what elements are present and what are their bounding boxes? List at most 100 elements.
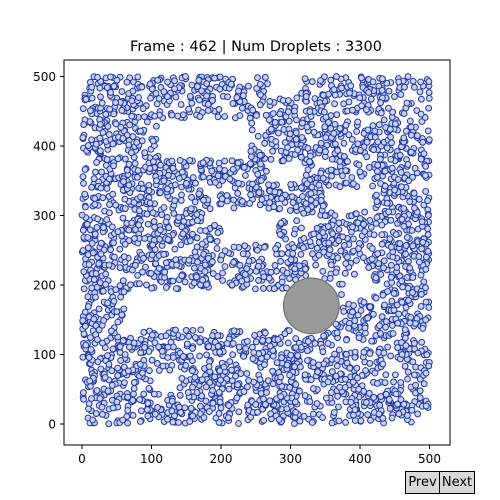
droplet — [84, 142, 92, 150]
droplet — [178, 191, 185, 199]
droplet — [301, 392, 309, 400]
droplet — [104, 387, 112, 395]
droplet — [123, 78, 131, 86]
droplet — [135, 94, 142, 101]
droplet — [193, 243, 201, 251]
x-tick-label: 500 — [418, 452, 441, 466]
droplet — [153, 359, 161, 367]
droplet — [206, 205, 214, 213]
droplet — [422, 298, 430, 306]
droplet — [347, 398, 355, 406]
droplet — [119, 337, 127, 345]
droplet — [152, 89, 160, 97]
droplet — [278, 278, 286, 286]
droplet — [256, 101, 264, 109]
droplet — [387, 273, 395, 281]
droplet — [380, 264, 387, 272]
droplet — [271, 118, 279, 126]
droplet — [319, 229, 327, 237]
droplet — [385, 87, 393, 95]
droplet — [355, 385, 363, 393]
droplet — [161, 268, 169, 276]
droplet — [406, 198, 414, 206]
droplet — [193, 217, 201, 225]
droplet — [259, 336, 267, 344]
droplet — [319, 348, 327, 356]
droplet — [349, 106, 356, 114]
droplet — [256, 151, 264, 159]
droplet — [239, 92, 247, 100]
droplet — [191, 198, 199, 206]
droplet — [249, 106, 257, 114]
droplet — [190, 264, 198, 272]
droplet — [424, 197, 432, 205]
droplet — [87, 346, 95, 353]
droplet — [374, 161, 382, 169]
droplet — [407, 123, 415, 131]
droplet — [86, 377, 94, 385]
droplet — [304, 144, 312, 152]
droplet — [168, 407, 176, 415]
droplet — [146, 80, 154, 88]
droplet — [368, 337, 376, 345]
droplet — [110, 239, 117, 247]
droplet — [95, 305, 103, 313]
droplet — [160, 177, 168, 185]
droplet — [332, 73, 340, 81]
droplet — [188, 367, 196, 375]
droplet — [424, 212, 432, 219]
droplet — [232, 372, 239, 380]
droplet — [391, 93, 398, 101]
droplet — [209, 399, 217, 407]
droplet — [110, 110, 118, 118]
droplet — [103, 216, 111, 223]
droplet — [378, 221, 386, 229]
droplet — [405, 296, 412, 304]
droplet — [136, 418, 144, 425]
droplet — [90, 175, 98, 183]
droplet — [134, 73, 142, 81]
droplet — [174, 112, 182, 120]
droplet — [119, 416, 127, 424]
droplet — [355, 334, 363, 342]
droplet — [413, 107, 421, 115]
droplet — [154, 403, 161, 411]
droplet — [104, 299, 112, 307]
droplet — [175, 213, 183, 221]
droplet — [221, 247, 229, 255]
droplet — [112, 99, 120, 107]
droplet — [217, 404, 225, 412]
droplet — [250, 349, 258, 356]
droplet — [330, 86, 338, 94]
droplet — [419, 138, 427, 146]
droplet — [121, 205, 129, 213]
droplet — [342, 167, 350, 175]
droplet — [359, 254, 367, 262]
droplet — [417, 302, 425, 310]
droplet — [335, 219, 343, 227]
droplet — [291, 107, 298, 115]
droplet — [270, 285, 278, 293]
droplet — [283, 361, 291, 369]
droplet — [118, 106, 126, 114]
droplet — [346, 364, 354, 372]
droplet — [363, 153, 371, 161]
droplet — [97, 365, 105, 373]
droplet — [109, 190, 117, 198]
prev-button[interactable]: Prev — [405, 471, 440, 494]
droplet — [109, 404, 117, 412]
droplet — [284, 144, 292, 151]
droplet — [91, 195, 99, 203]
droplet — [378, 86, 386, 94]
droplet — [198, 376, 206, 384]
droplet — [164, 354, 172, 361]
droplet — [397, 91, 405, 99]
droplet — [349, 180, 357, 188]
next-button[interactable]: Next — [439, 471, 475, 494]
droplet — [238, 197, 246, 205]
droplet — [373, 167, 381, 175]
droplet — [394, 400, 401, 408]
droplet — [189, 412, 197, 420]
droplet — [112, 201, 120, 209]
droplet — [336, 158, 344, 165]
